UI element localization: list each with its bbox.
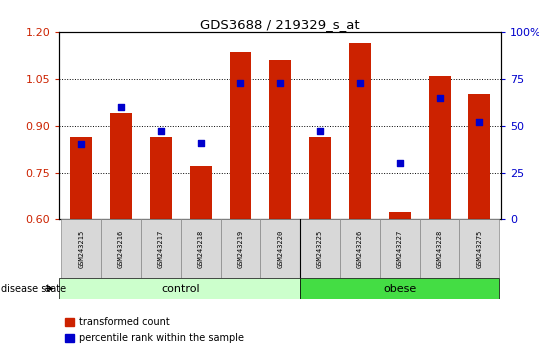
Bar — [59, 278, 300, 299]
Bar — [150, 137, 172, 219]
Point — [117, 104, 126, 110]
Text: control: control — [161, 284, 200, 293]
Bar — [141, 219, 181, 278]
Bar — [420, 219, 459, 278]
Bar — [300, 278, 499, 299]
Bar — [101, 219, 141, 278]
Point — [475, 119, 483, 125]
Bar — [349, 43, 371, 219]
Point — [276, 80, 285, 85]
Bar — [61, 219, 101, 278]
Bar — [459, 219, 499, 278]
Bar — [70, 137, 92, 219]
Point — [236, 80, 245, 85]
Bar — [181, 219, 220, 278]
Text: GSM243216: GSM243216 — [118, 229, 124, 268]
Text: GSM243217: GSM243217 — [158, 229, 164, 268]
Point — [316, 129, 324, 134]
Bar — [230, 52, 251, 219]
Bar — [429, 76, 451, 219]
Text: GSM243218: GSM243218 — [198, 229, 204, 268]
Bar — [190, 166, 212, 219]
Title: GDS3688 / 219329_s_at: GDS3688 / 219329_s_at — [201, 18, 360, 31]
Text: disease state: disease state — [1, 284, 66, 293]
Point — [196, 140, 205, 145]
Bar — [340, 219, 380, 278]
Text: GSM243220: GSM243220 — [277, 229, 284, 268]
Text: percentile rank within the sample: percentile rank within the sample — [79, 333, 244, 343]
Bar — [468, 95, 490, 219]
Bar — [309, 137, 331, 219]
Bar — [270, 60, 291, 219]
Bar — [260, 219, 300, 278]
Text: GSM243219: GSM243219 — [238, 229, 244, 268]
Point — [396, 160, 404, 166]
Text: GSM243227: GSM243227 — [397, 229, 403, 268]
Point — [435, 95, 444, 101]
Text: GSM243228: GSM243228 — [437, 229, 443, 268]
Text: GSM243215: GSM243215 — [78, 229, 84, 268]
Bar — [389, 212, 411, 219]
Point — [356, 80, 364, 85]
Bar — [110, 113, 132, 219]
Text: obese: obese — [383, 284, 416, 293]
Text: GSM243225: GSM243225 — [317, 229, 323, 268]
Bar — [380, 219, 420, 278]
Text: GSM243275: GSM243275 — [476, 229, 482, 268]
Bar — [300, 219, 340, 278]
Text: transformed count: transformed count — [79, 317, 169, 327]
Bar — [220, 219, 260, 278]
Point — [77, 142, 86, 147]
Text: GSM243226: GSM243226 — [357, 229, 363, 268]
Point — [156, 129, 165, 134]
